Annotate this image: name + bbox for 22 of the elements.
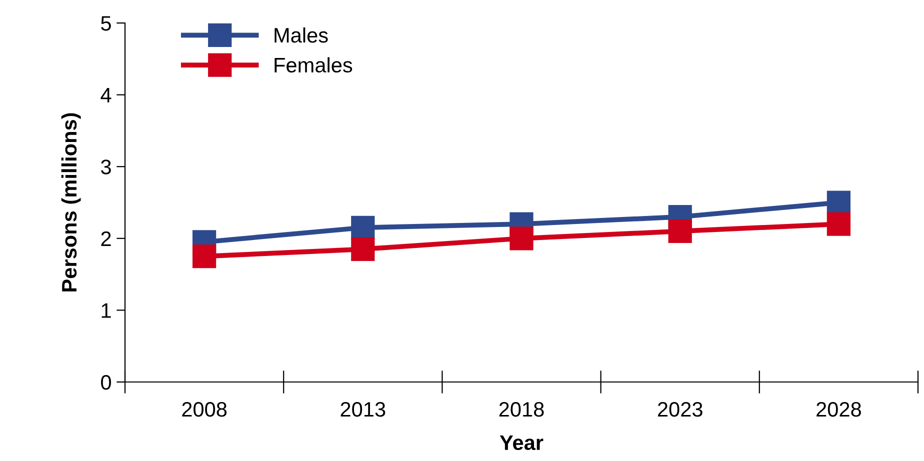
y-tick-label: 3 <box>101 160 111 174</box>
y-tick-label: 4 <box>100 88 112 102</box>
x-tick-label: 2023 <box>658 402 702 417</box>
y-tick-label: 2 <box>101 231 111 246</box>
legend-label: Females <box>274 57 352 73</box>
y-tick-label: 1 <box>102 303 111 318</box>
point <box>351 216 375 240</box>
point <box>826 190 851 214</box>
point <box>668 219 692 244</box>
legend-label: Males <box>274 27 328 43</box>
y-axis-title: Persons (millions) <box>61 113 81 292</box>
x-axis-title: Year <box>500 436 544 450</box>
point <box>510 226 534 250</box>
x-tick-label: 2028 <box>816 402 861 417</box>
y-tick-label: 5 <box>101 16 111 31</box>
x-tick-label: 2013 <box>340 402 386 417</box>
y-tick-label: 0 <box>101 375 111 390</box>
x-tick-label: 2018 <box>499 402 544 417</box>
point <box>192 244 216 268</box>
point <box>826 212 851 236</box>
x-tick-label: 2008 <box>182 402 227 417</box>
point <box>351 237 375 261</box>
